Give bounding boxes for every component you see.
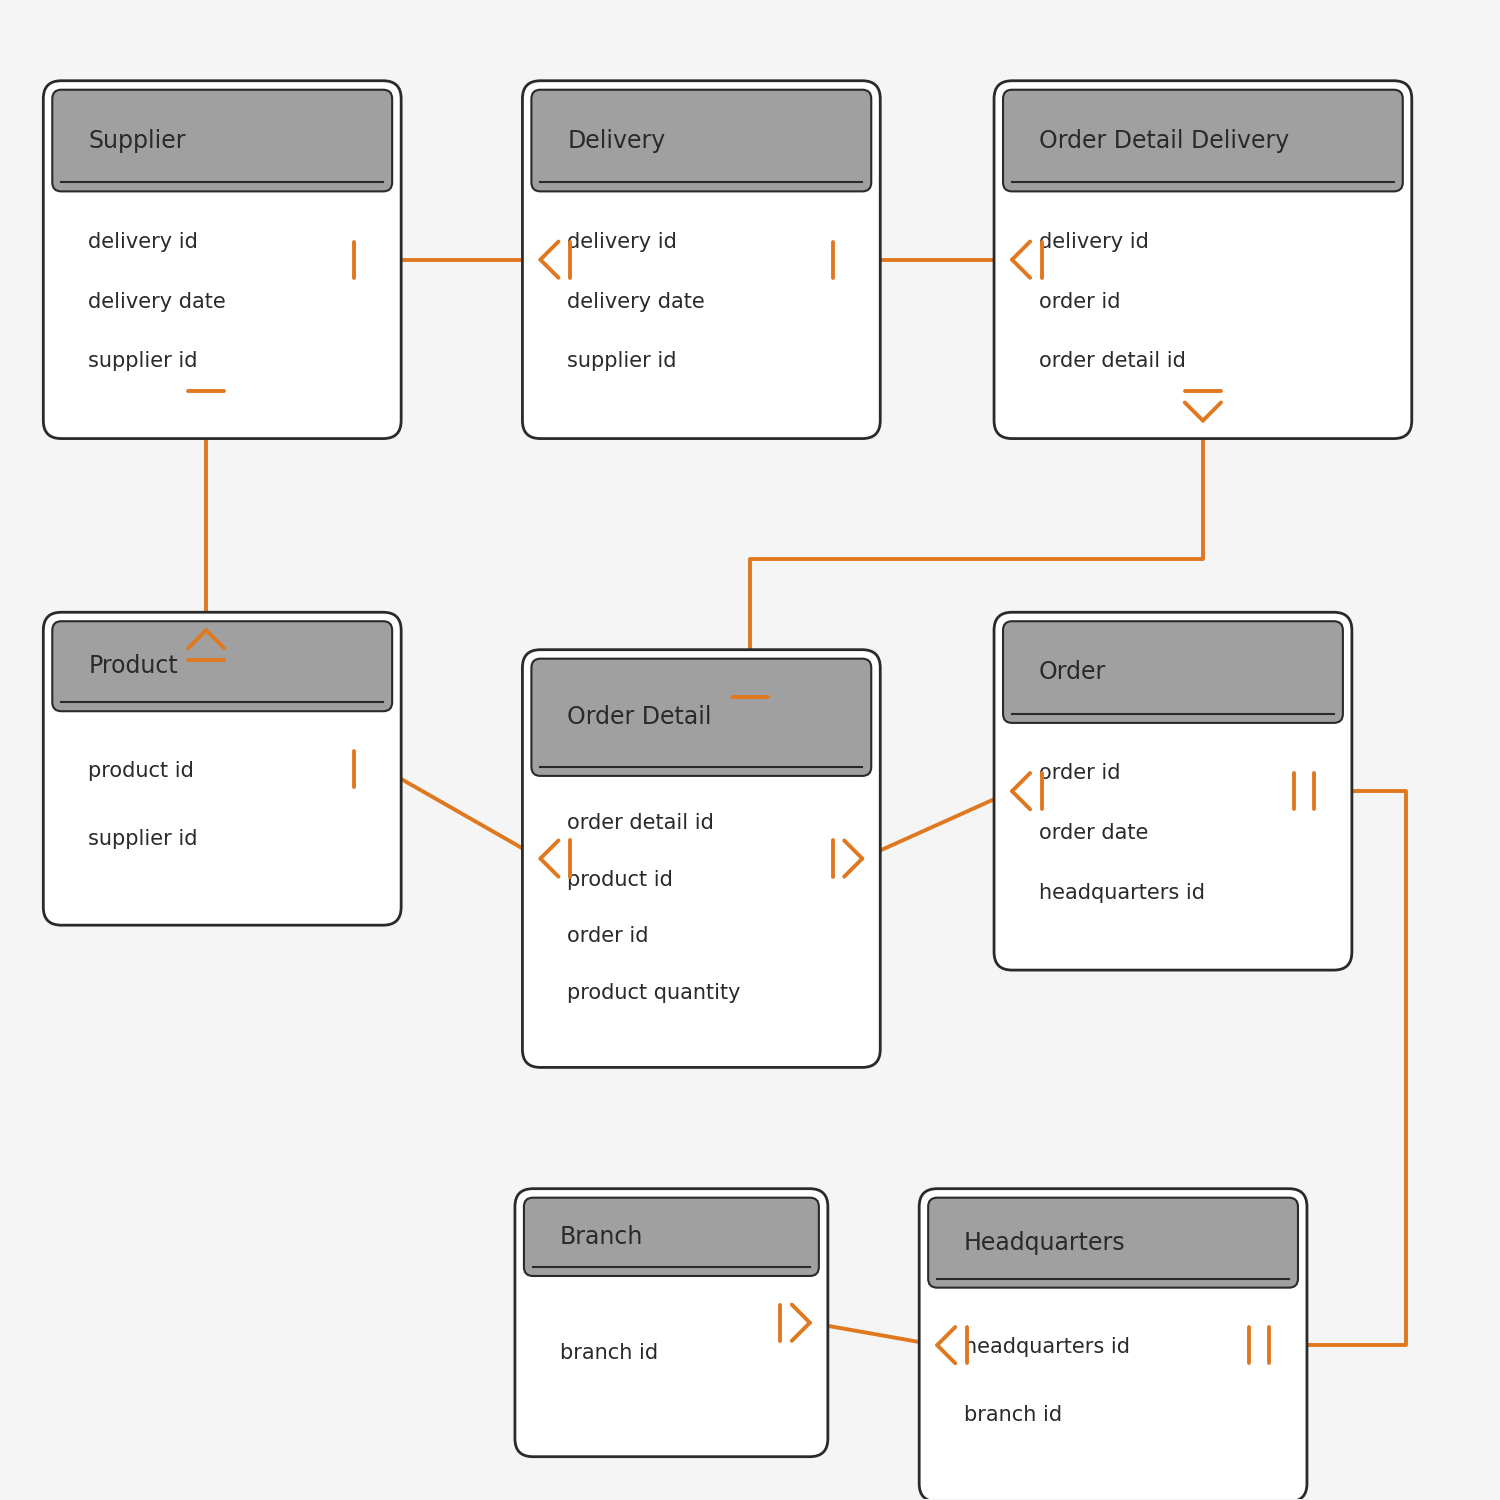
FancyBboxPatch shape: [53, 621, 392, 711]
Text: Headquarters: Headquarters: [964, 1230, 1125, 1254]
Text: supplier id: supplier id: [88, 830, 198, 849]
FancyBboxPatch shape: [994, 81, 1412, 438]
Text: Order Detail Delivery: Order Detail Delivery: [1040, 129, 1288, 153]
FancyBboxPatch shape: [44, 81, 400, 438]
Text: product id: product id: [567, 870, 674, 889]
Text: branch id: branch id: [964, 1406, 1062, 1425]
Text: Supplier: Supplier: [88, 129, 186, 153]
FancyBboxPatch shape: [522, 650, 880, 1068]
FancyBboxPatch shape: [531, 90, 872, 192]
Text: Order Detail: Order Detail: [567, 705, 712, 729]
FancyBboxPatch shape: [522, 81, 880, 438]
FancyBboxPatch shape: [524, 1197, 819, 1276]
Text: delivery date: delivery date: [88, 291, 226, 312]
Text: delivery id: delivery id: [567, 232, 676, 252]
Text: supplier id: supplier id: [567, 351, 676, 370]
Text: order id: order id: [567, 927, 650, 946]
FancyBboxPatch shape: [928, 1197, 1298, 1287]
Text: order id: order id: [1040, 291, 1120, 312]
Text: supplier id: supplier id: [88, 351, 198, 370]
Text: order detail id: order detail id: [567, 813, 714, 834]
Text: Delivery: Delivery: [567, 129, 666, 153]
Text: delivery date: delivery date: [567, 291, 705, 312]
Text: order date: order date: [1040, 824, 1149, 843]
Text: Branch: Branch: [560, 1226, 644, 1250]
FancyBboxPatch shape: [1004, 90, 1402, 192]
Text: order detail id: order detail id: [1040, 351, 1187, 370]
Text: headquarters id: headquarters id: [1040, 882, 1205, 903]
Text: branch id: branch id: [560, 1342, 658, 1364]
Text: headquarters id: headquarters id: [964, 1336, 1130, 1358]
FancyBboxPatch shape: [994, 612, 1352, 970]
Text: product id: product id: [88, 760, 194, 780]
FancyBboxPatch shape: [53, 90, 392, 192]
FancyBboxPatch shape: [514, 1188, 828, 1456]
FancyBboxPatch shape: [531, 658, 872, 776]
Text: product quantity: product quantity: [567, 982, 741, 1004]
Text: order id: order id: [1040, 764, 1120, 783]
Text: delivery id: delivery id: [88, 232, 198, 252]
Text: delivery id: delivery id: [1040, 232, 1149, 252]
FancyBboxPatch shape: [920, 1188, 1306, 1500]
Text: Product: Product: [88, 654, 178, 678]
FancyBboxPatch shape: [44, 612, 400, 926]
Text: Order: Order: [1040, 660, 1106, 684]
FancyBboxPatch shape: [1004, 621, 1342, 723]
